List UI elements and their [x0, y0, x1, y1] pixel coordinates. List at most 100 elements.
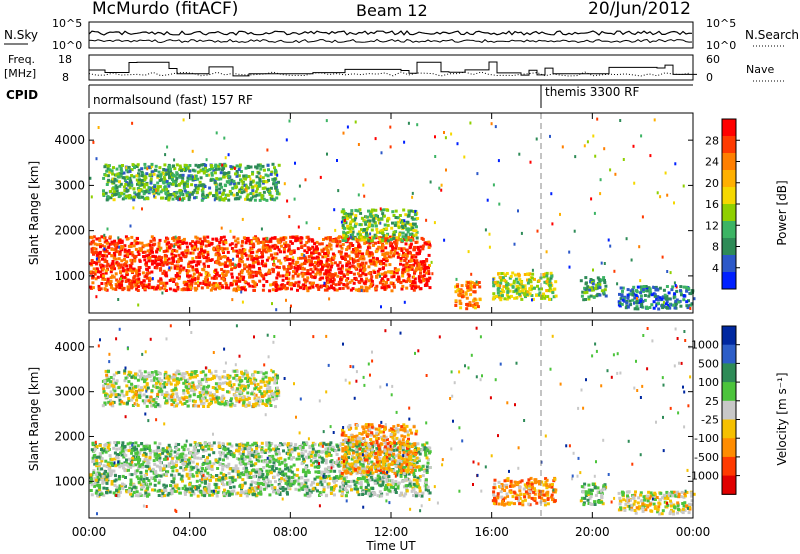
data-cell	[255, 446, 259, 450]
data-cell	[635, 299, 639, 303]
data-cell	[458, 294, 462, 298]
data-cell	[270, 236, 274, 240]
data-cell	[309, 261, 313, 265]
data-cell	[381, 253, 385, 256]
data-cell	[518, 152, 521, 156]
data-cell	[270, 194, 274, 198]
data-cell	[194, 174, 198, 178]
data-cell	[423, 447, 427, 451]
data-cell	[486, 198, 489, 202]
data-cell	[112, 251, 116, 255]
data-cell	[250, 196, 254, 200]
data-cell	[383, 255, 387, 259]
data-cell	[159, 281, 163, 285]
data-cell	[161, 281, 165, 285]
data-cell	[221, 198, 223, 201]
data-cell	[106, 472, 110, 476]
data-cell	[266, 237, 269, 241]
data-cell	[175, 485, 179, 489]
data-cell	[492, 277, 495, 281]
data-cell	[424, 453, 428, 457]
data-cell	[331, 239, 335, 243]
data-cell	[305, 485, 309, 489]
data-cell	[117, 262, 120, 266]
data-cell	[521, 289, 525, 293]
data-cell	[389, 244, 393, 248]
data-cell	[334, 283, 338, 287]
data-cell	[94, 443, 97, 446]
data-cell	[217, 177, 221, 181]
data-cell	[684, 285, 688, 289]
data-cell	[412, 259, 416, 262]
data-cell	[330, 261, 334, 265]
data-cell	[186, 279, 190, 283]
data-cell	[168, 287, 172, 291]
data-cell	[98, 270, 102, 274]
data-cell	[306, 235, 310, 239]
data-cell	[516, 295, 519, 299]
data-cell	[342, 131, 345, 135]
data-cell	[175, 282, 179, 286]
data-cell	[91, 246, 94, 250]
data-cell	[95, 464, 99, 468]
data-cell	[157, 256, 161, 260]
data-cell	[150, 249, 154, 253]
data-cell	[248, 242, 252, 246]
data-cell	[173, 484, 177, 488]
data-cell	[348, 241, 352, 245]
data-cell	[170, 244, 174, 248]
data-cell	[160, 263, 164, 267]
data-cell	[225, 456, 229, 460]
data-cell	[191, 240, 195, 244]
data-cell	[158, 488, 162, 492]
data-cell	[140, 179, 144, 182]
data-cell	[603, 281, 607, 284]
data-cell	[356, 259, 360, 263]
data-cell	[281, 278, 285, 282]
data-cell	[112, 275, 116, 279]
data-cell	[149, 177, 153, 181]
data-cell	[329, 453, 333, 457]
data-cell	[163, 185, 167, 189]
data-cell	[597, 284, 600, 288]
data-cell	[249, 177, 252, 181]
data-cell	[273, 259, 275, 263]
data-cell	[166, 493, 170, 497]
data-cell	[405, 286, 409, 290]
data-cell	[184, 249, 188, 253]
data-cell	[109, 190, 112, 193]
data-cell	[181, 486, 185, 490]
data-cell	[127, 248, 131, 252]
data-cell	[384, 286, 388, 290]
data-cell	[262, 237, 266, 241]
data-cell	[202, 282, 206, 285]
data-cell	[147, 266, 151, 269]
data-cell	[221, 477, 225, 481]
data-cell	[104, 459, 108, 463]
data-cell	[121, 164, 124, 167]
data-cell	[280, 244, 283, 248]
data-cell	[157, 279, 161, 283]
data-cell	[204, 281, 208, 285]
data-cell	[210, 489, 214, 493]
data-cell	[633, 301, 635, 305]
data-cell	[416, 217, 420, 220]
data-cell	[421, 262, 424, 266]
data-cell	[340, 266, 344, 270]
data-cell	[125, 463, 129, 467]
data-cell	[137, 189, 141, 193]
data-cell	[422, 260, 426, 263]
data-cell	[250, 255, 254, 259]
data-cell	[364, 475, 368, 479]
data-cell	[385, 241, 389, 245]
data-cell	[511, 271, 515, 275]
data-cell	[294, 487, 298, 491]
data-cell	[320, 456, 324, 460]
data-cell	[667, 291, 671, 295]
data-cell	[161, 271, 165, 275]
data-cell	[195, 255, 199, 259]
data-cell	[631, 293, 635, 297]
data-cell	[369, 476, 373, 479]
data-cell	[137, 494, 141, 498]
